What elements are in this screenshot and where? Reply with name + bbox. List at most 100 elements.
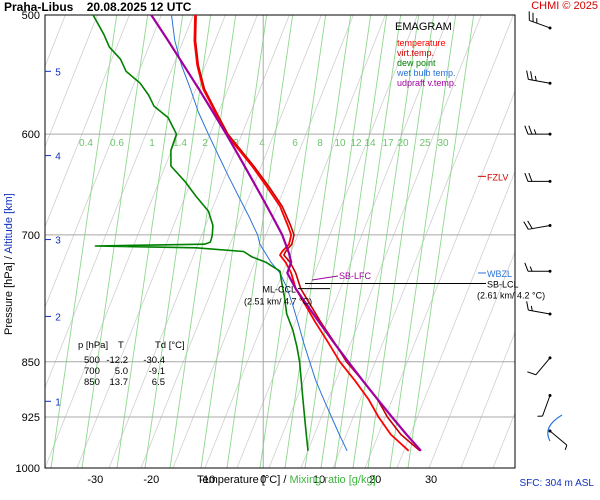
legend-entry: virt.temp. <box>397 48 434 58</box>
mixing-ratio-label: 30 <box>437 138 449 149</box>
wind-barb-base <box>548 179 552 183</box>
mixing-ratio-line <box>200 15 268 468</box>
mixing-ratio-line <box>320 15 388 468</box>
legend-entry: udpraft v.temp. <box>397 78 456 88</box>
wbzl-label: WBZL <box>487 269 512 279</box>
wind-barb-staff <box>528 78 551 84</box>
dry-adiabat <box>428 250 515 468</box>
dry-adiabat <box>557 0 600 468</box>
table-cell: 850 <box>84 377 100 388</box>
dry-adiabat <box>76 15 258 468</box>
dry-adiabat <box>140 15 322 468</box>
temperature-tick-label: 10 <box>313 474 325 486</box>
mixing-ratio-line <box>169 15 237 468</box>
pressure-tick-label: 500 <box>22 10 40 22</box>
table-cell: -12.2 <box>106 355 128 366</box>
wind-barb-flag <box>524 262 529 272</box>
mixing-ratio-label: 2 <box>202 138 208 149</box>
mixing-ratio-line <box>81 15 149 468</box>
mixing-ratio-label: 4 <box>259 138 265 149</box>
ml-ccl-label: ML-CCL <box>262 285 296 295</box>
wind-barb-flag <box>530 71 533 81</box>
table-cell: 13.7 <box>110 377 129 388</box>
credit-label: CHMI © 2025 <box>531 0 598 12</box>
wind-barb <box>523 220 552 230</box>
dry-adiabat <box>236 15 418 468</box>
sb-lfc-label: SB-LFC <box>339 271 372 281</box>
mixing-ratio-line <box>226 15 294 468</box>
altitude-tick-label: 4 <box>55 152 61 163</box>
temperature-tick-label: -20 <box>143 474 159 486</box>
wind-barb-flag <box>526 70 529 80</box>
mixing-ratio-line <box>116 15 184 468</box>
dry-adiabat <box>45 15 130 228</box>
wind-barb-base <box>548 26 552 30</box>
dry-adiabat <box>460 331 515 468</box>
wind-barb-base <box>548 312 552 316</box>
pressure-tick-label: 925 <box>22 412 40 424</box>
dry-adiabat <box>268 15 450 468</box>
wind-barb <box>527 356 552 376</box>
mixing-ratio-line <box>389 15 457 468</box>
mixing-ratio-label: 14 <box>364 138 376 149</box>
wind-barb <box>524 262 552 273</box>
mixing-ratio-label: 1 <box>149 138 155 149</box>
mixing-ratio-line <box>407 15 475 468</box>
x-axis-title: Temperature [°C] / Mixing ratio [g/kg] <box>197 474 376 486</box>
wind-barb-flag <box>527 220 533 229</box>
wind-barb-staff <box>542 395 551 417</box>
hodograph-curve <box>547 414 563 442</box>
wind-barb-base <box>548 223 552 227</box>
wind-barb-staff <box>549 430 568 446</box>
wind-barb <box>524 125 552 136</box>
mixing-ratio-label: 1.4 <box>173 138 187 149</box>
wind-barb-flag <box>524 125 529 135</box>
sb-lfc-line <box>311 275 339 281</box>
station-name: Praha-Libus <box>4 0 74 14</box>
table-header: T <box>118 340 124 351</box>
wind-barb-base <box>548 429 552 433</box>
fzlv-label: FZLV <box>487 172 508 182</box>
table-cell: 5.0 <box>115 366 128 377</box>
legend-entry: temperature <box>397 38 446 48</box>
mixing-ratio-line <box>367 15 435 468</box>
surface-elevation: SFC: 304 m ASL <box>519 478 594 489</box>
table-cell: -9.1 <box>149 366 165 377</box>
wind-barb-base <box>548 269 552 273</box>
mixing-ratio-label: 6 <box>292 138 298 149</box>
wind-barb-staff <box>535 357 551 376</box>
series-line-temperature <box>193 15 410 452</box>
table-header: p [hPa] <box>78 340 108 351</box>
sb-lcl-label: SB-LCL <box>487 279 519 289</box>
altitude-tick-label: 3 <box>55 236 61 247</box>
profile-lines <box>92 15 422 452</box>
pressure-tick-label: 700 <box>22 230 40 242</box>
ml-ccl-detail: (2.51 km/ 4.7 °C) <box>244 297 312 307</box>
wind-barb-flag <box>528 125 533 135</box>
station-title: Praha-Libus 20.08.2025 12 UTC <box>4 0 191 14</box>
mixing-ratio-label: 8 <box>317 138 323 149</box>
wind-barb <box>537 394 552 417</box>
x-axis-title-temperature: Temperature [°C] / <box>197 474 289 486</box>
temperature-tick-label: -30 <box>87 474 103 486</box>
wind-barb-flag <box>534 75 537 81</box>
wind-barb-flag <box>523 221 529 230</box>
dry-adiabat <box>332 15 514 468</box>
wind-barb <box>528 11 552 30</box>
dry-adiabat <box>396 170 515 468</box>
wind-barb-flag <box>529 266 533 272</box>
sb-lcl-detail: (2.61 km/ 4.2 °C) <box>477 290 545 300</box>
dry-adiabat <box>45 15 194 389</box>
temperature-tick-label: 20 <box>369 474 381 486</box>
mixing-ratio-label: 17 <box>382 138 394 149</box>
wind-barb-flag <box>533 129 537 135</box>
wind-barb-staff <box>529 19 551 29</box>
x-axis-title-mixing: Mixing ratio [g/kg] <box>289 474 375 486</box>
series-line-wet-bulb-temp <box>171 15 348 452</box>
altitude-tick-label: 2 <box>55 312 61 323</box>
mixing-ratio-label: 0.4 <box>79 138 93 149</box>
pressure-tick-label: 1000 <box>16 463 40 475</box>
wind-barb-base <box>548 356 552 360</box>
dry-adiabat <box>45 15 162 309</box>
wind-barb-flag <box>530 305 533 311</box>
